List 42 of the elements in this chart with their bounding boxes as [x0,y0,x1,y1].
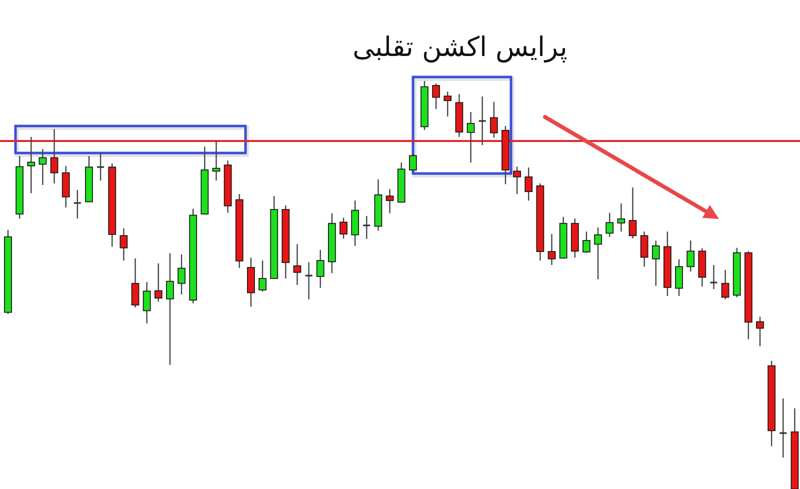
candlestick [594,226,602,280]
candlestick [340,217,348,240]
candlestick [652,240,660,286]
candlestick [628,186,637,240]
candlestick [120,228,128,262]
candlestick [756,316,764,347]
candlestick [305,262,312,300]
candlestick [710,264,718,290]
candlestick [154,262,162,302]
candlestick [131,258,140,308]
candlestick [582,230,590,254]
candlestick [675,258,683,297]
candlestick [686,240,695,272]
chart-title: پرایس اکشن تقلبی [352,32,568,63]
candlestick [178,254,186,295]
candlestick [466,111,475,164]
candlestick [363,215,370,240]
candlestick [444,91,452,118]
candlestick [212,140,220,182]
candlestick [316,249,324,288]
candlestick [293,244,302,286]
candlestick [490,101,498,138]
candlestick [721,269,730,300]
candlestick [97,152,104,182]
candlestick [386,188,394,214]
candlestick [38,148,47,186]
candlestick [478,96,486,146]
candlestick [617,202,626,232]
candlestick [606,212,614,238]
candlestick [50,128,58,184]
candlestick [74,189,81,220]
candlestick [524,166,533,202]
candlestick [548,233,556,266]
candlestick [166,252,174,366]
candlestick [27,136,36,194]
candlestick [640,230,648,268]
candlestick [258,260,266,292]
candlestick [513,166,521,195]
candlestick [432,82,440,110]
candlestick [780,398,787,458]
candlestick [142,282,151,324]
candlestick [408,153,417,172]
